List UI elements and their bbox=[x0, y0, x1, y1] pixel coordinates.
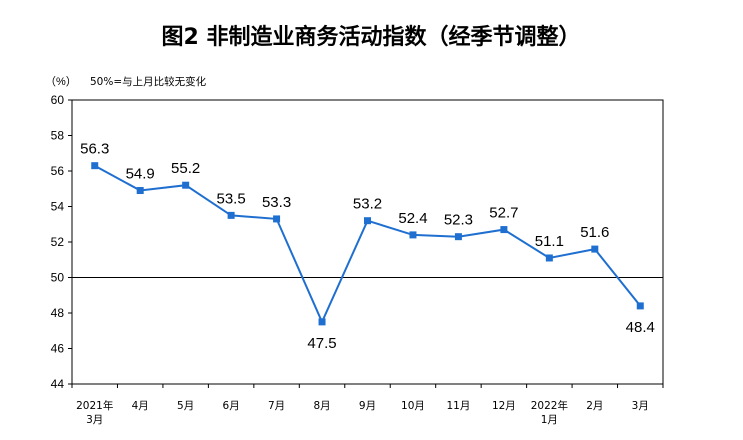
data-point bbox=[136, 187, 144, 195]
data-label: 56.3 bbox=[80, 141, 109, 158]
data-label: 53.3 bbox=[262, 194, 291, 211]
x-tick-label: 4月 bbox=[132, 400, 149, 412]
y-tick-label: 48 bbox=[51, 306, 65, 320]
x-tick-label: 3月 bbox=[632, 400, 649, 412]
x-tick-label: 12月 bbox=[492, 400, 516, 412]
data-label: 53.5 bbox=[217, 190, 246, 207]
data-label: 53.2 bbox=[353, 196, 382, 213]
y-axis-label: （%） bbox=[45, 75, 77, 88]
data-point bbox=[409, 231, 417, 239]
y-tick-label: 58 bbox=[51, 129, 65, 143]
data-point bbox=[500, 226, 508, 234]
x-tick-label: 3月 bbox=[86, 414, 103, 426]
data-label: 52.4 bbox=[398, 210, 427, 227]
data-label: 52.7 bbox=[489, 205, 518, 222]
data-point bbox=[545, 254, 553, 262]
plot-area: 44 46 48 50 52 54 56 58 60 2021年 3月 4月 5月 6月 7月 8月 9月 10月… bbox=[51, 93, 664, 426]
x-tick-label: 1月 bbox=[541, 414, 558, 426]
data-point bbox=[318, 318, 326, 326]
data-label: 54.9 bbox=[126, 166, 155, 183]
chart-note: 50%=与上月比较无变化 bbox=[90, 75, 207, 88]
y-tick-label: 56 bbox=[51, 164, 65, 178]
data-point bbox=[227, 211, 235, 219]
x-tick-label: 10月 bbox=[401, 400, 425, 412]
data-label: 55.2 bbox=[171, 160, 200, 177]
data-point bbox=[591, 245, 599, 253]
data-point bbox=[636, 302, 644, 310]
data-label: 48.4 bbox=[626, 319, 655, 336]
x-tick-label: 7月 bbox=[268, 400, 285, 412]
y-tick-label: 46 bbox=[51, 342, 65, 356]
x-tick-label: 2月 bbox=[586, 400, 603, 412]
data-label: 47.5 bbox=[307, 335, 336, 352]
data-point bbox=[91, 162, 99, 170]
x-tick-label: 6月 bbox=[223, 400, 240, 412]
data-point bbox=[454, 233, 462, 241]
data-point bbox=[273, 215, 281, 223]
x-tick-label: 8月 bbox=[313, 400, 330, 412]
y-tick-label: 60 bbox=[51, 93, 65, 107]
x-tick-label: 2021年 bbox=[76, 399, 113, 412]
y-tick-label: 50 bbox=[51, 271, 65, 285]
data-label: 51.6 bbox=[580, 224, 609, 241]
chart-title: 图2 非制造业商务活动指数（经季节调整） bbox=[162, 24, 581, 50]
data-point bbox=[364, 217, 371, 225]
x-tick-label: 2022年 bbox=[531, 399, 568, 412]
data-point bbox=[182, 181, 190, 189]
plot-frame bbox=[71, 99, 664, 385]
y-tick-label: 54 bbox=[51, 200, 65, 214]
x-tick-label: 9月 bbox=[359, 400, 376, 412]
x-tick-label: 5月 bbox=[177, 400, 194, 412]
x-tick-label: 11月 bbox=[446, 400, 470, 412]
y-tick-label: 52 bbox=[51, 235, 65, 249]
data-label: 51.1 bbox=[535, 233, 564, 250]
data-label: 52.3 bbox=[444, 212, 473, 229]
y-tick-label: 44 bbox=[51, 377, 65, 391]
